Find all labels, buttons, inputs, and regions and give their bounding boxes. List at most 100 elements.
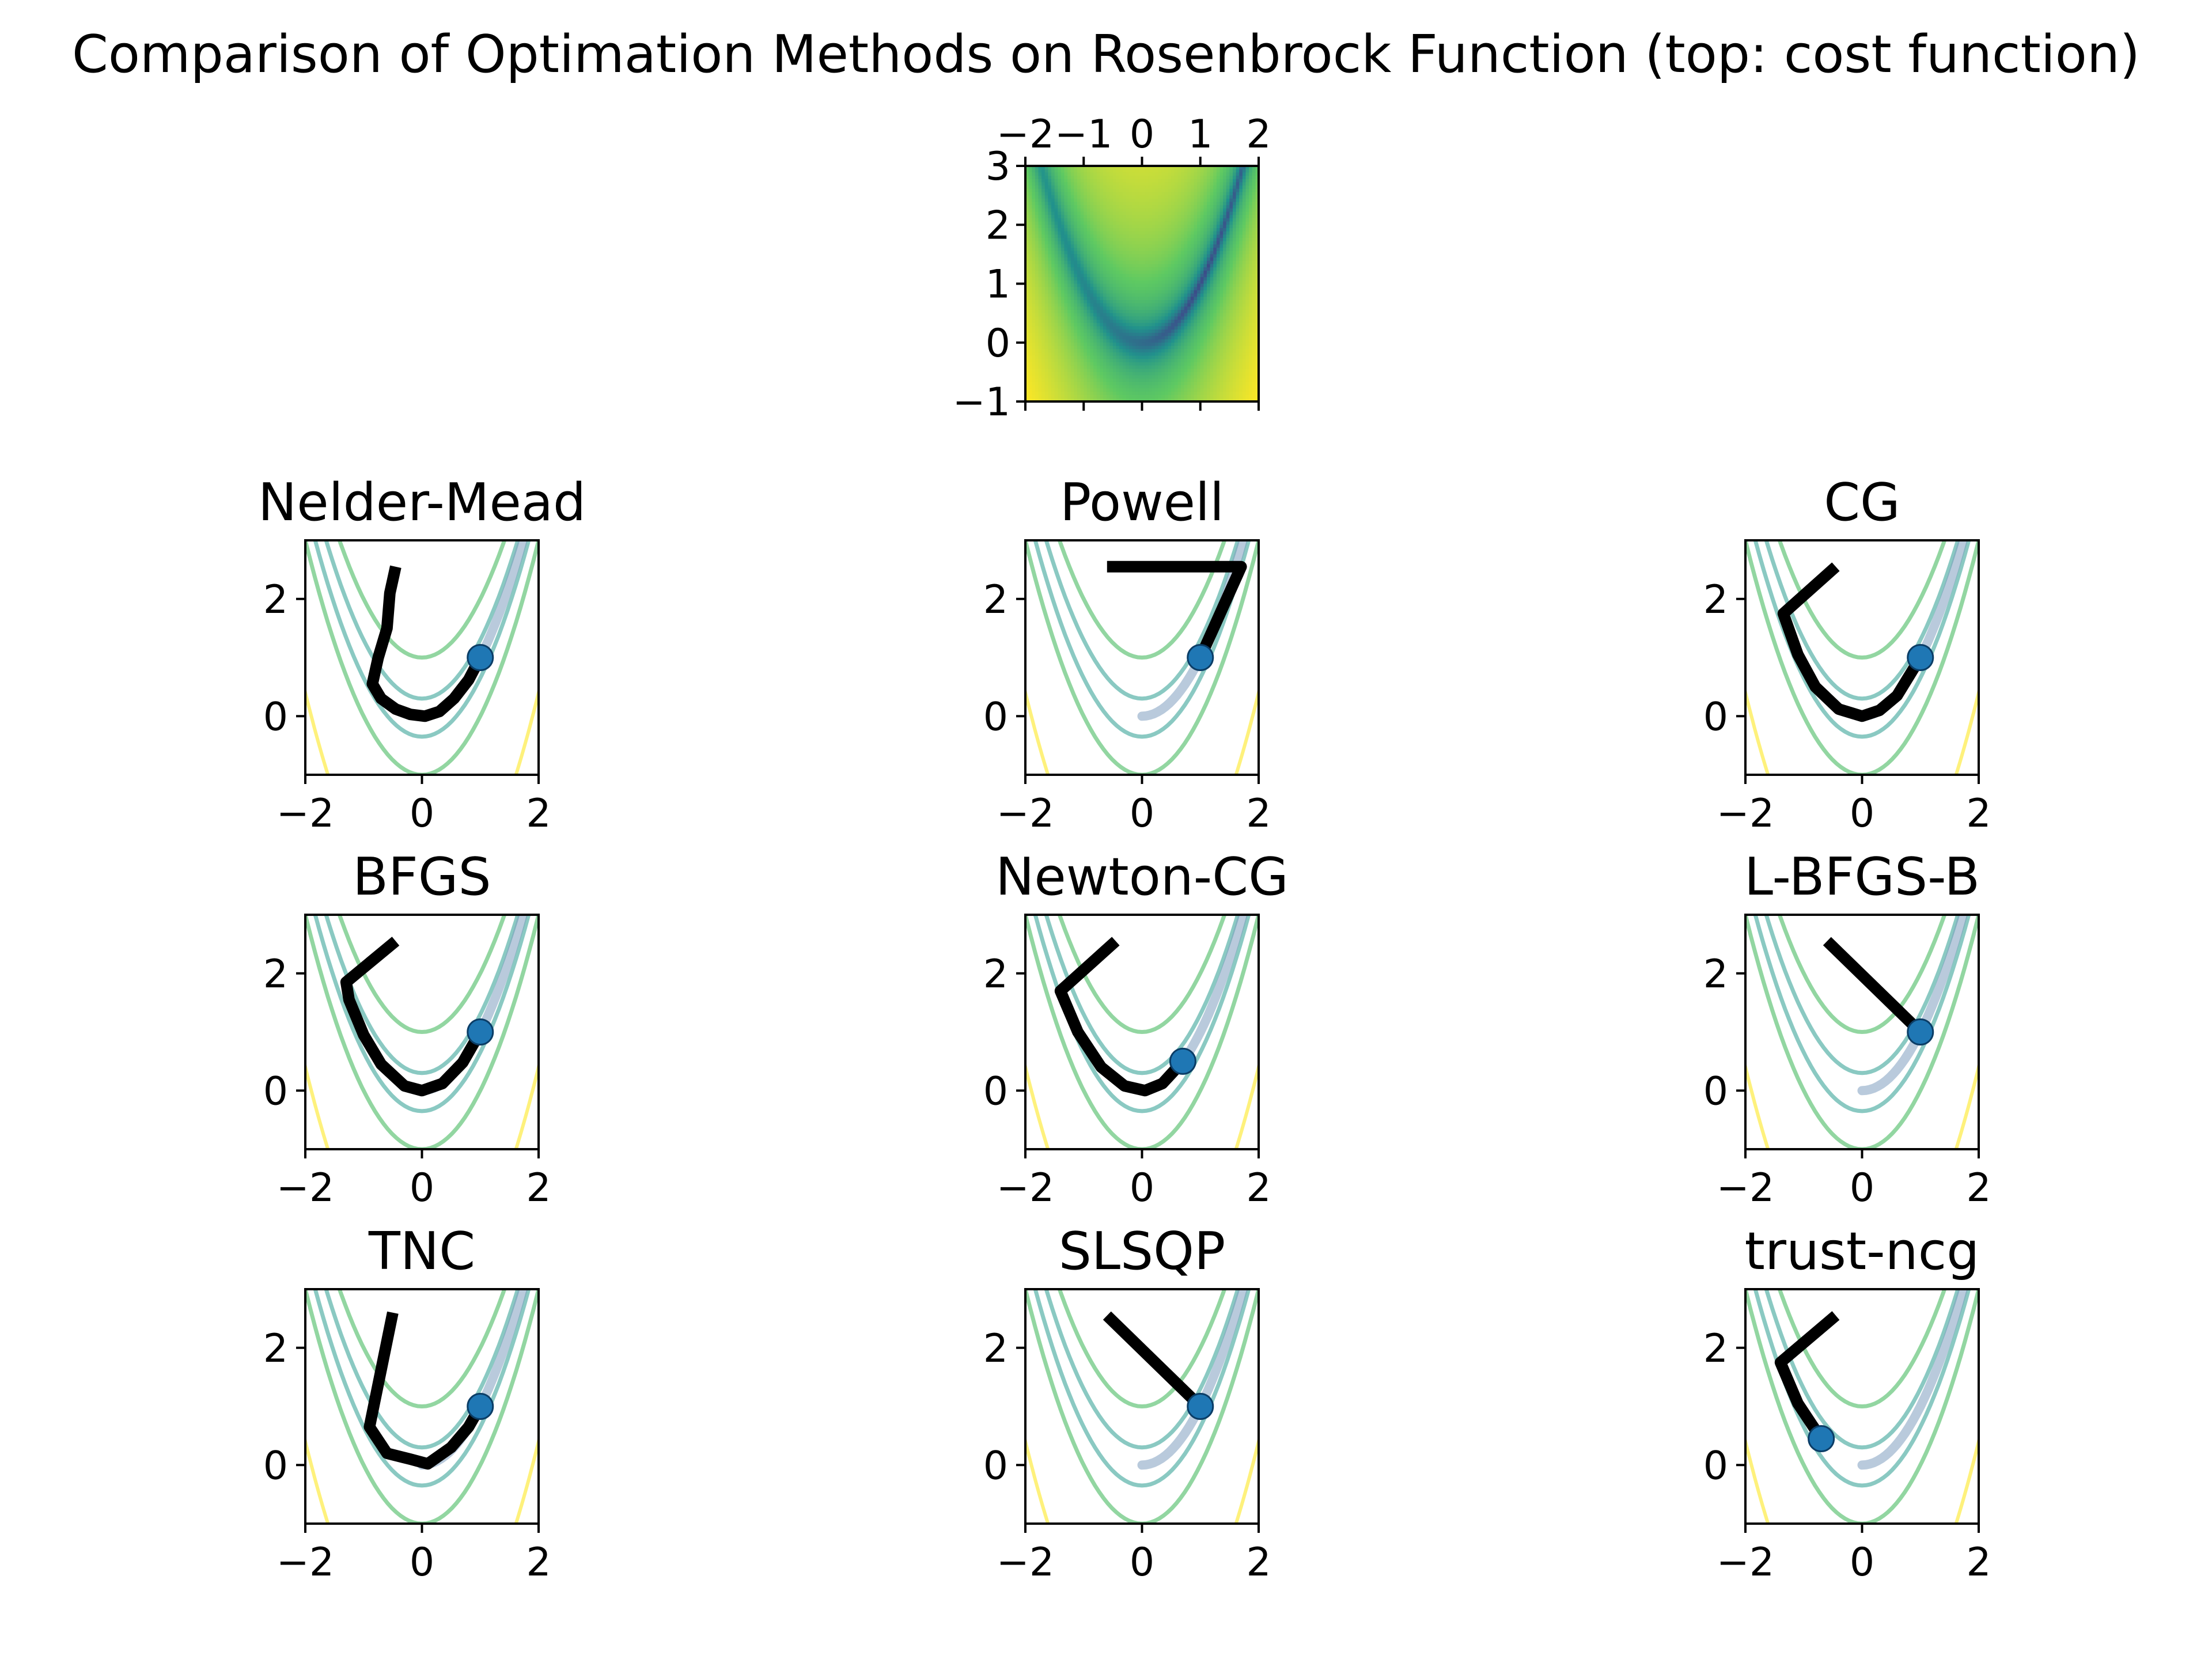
heatmap-cell: [1090, 283, 1094, 287]
heatmap-cell: [1103, 241, 1107, 245]
heatmap-cell: [1132, 303, 1137, 308]
heatmap-cell: [1242, 381, 1247, 386]
heatmap-cell: [1207, 211, 1211, 216]
heatmap-cell: [1168, 234, 1172, 238]
heatmap-cell: [1152, 280, 1156, 285]
heatmap-cell: [1181, 248, 1185, 252]
heatmap-cell: [1236, 192, 1240, 196]
heatmap-cell: [1236, 342, 1240, 347]
heatmap-cell: [1112, 237, 1117, 242]
heatmap-cell: [1255, 176, 1259, 180]
heatmap-cell: [1025, 270, 1029, 275]
heatmap-cell: [1200, 234, 1205, 238]
heatmap-cell: [1058, 293, 1062, 298]
heatmap-cell: [1084, 241, 1088, 245]
heatmap-cell: [1135, 297, 1139, 301]
heatmap-cell: [1203, 293, 1207, 298]
heatmap-cell: [1135, 329, 1139, 334]
heatmap-cell: [1122, 241, 1127, 245]
heatmap-cell: [1028, 385, 1033, 389]
heatmap-cell: [1112, 267, 1117, 271]
heatmap-cell: [1210, 198, 1214, 203]
heatmap-cell: [1210, 332, 1214, 337]
heatmap-cell: [1187, 326, 1191, 330]
heatmap-cell: [1226, 332, 1230, 337]
heatmap-cell: [1229, 215, 1233, 219]
heatmap-cell: [1203, 221, 1207, 226]
heatmap-cell: [1106, 231, 1111, 236]
heatmap-cell: [1171, 169, 1175, 173]
heatmap-cell: [1190, 300, 1195, 304]
heatmap-cell: [1223, 316, 1227, 320]
heatmap-cell: [1048, 257, 1052, 262]
heatmap-cell: [1112, 192, 1117, 196]
heatmap-cell: [1197, 365, 1201, 369]
heatmap-cell: [1216, 179, 1221, 183]
heatmap-cell: [1207, 359, 1211, 363]
heatmap-cell: [1207, 369, 1211, 373]
heatmap-cell: [1064, 319, 1068, 324]
heatmap-cell: [1058, 319, 1062, 324]
heatmap-cell: [1070, 264, 1075, 268]
heatmap-cell: [1142, 287, 1146, 291]
heatmap-cell: [1048, 346, 1052, 350]
heatmap-cell: [1239, 329, 1243, 334]
heatmap-cell: [1109, 297, 1113, 301]
heatmap-cell: [1145, 270, 1149, 275]
heatmap-cell: [1207, 231, 1211, 236]
heatmap-cell: [1168, 198, 1172, 203]
heatmap-cell: [1168, 237, 1172, 242]
heatmap-cell: [1041, 264, 1046, 268]
heatmap-cell: [1216, 388, 1221, 392]
heatmap-cell: [1168, 316, 1172, 320]
heatmap-cell: [1129, 260, 1133, 265]
heatmap-cell: [1242, 225, 1247, 229]
heatmap-cell: [1233, 323, 1237, 327]
heatmap-cell: [1181, 372, 1185, 376]
heatmap-cell: [1216, 352, 1221, 357]
heatmap-cell: [1077, 166, 1081, 170]
heatmap-cell: [1148, 176, 1153, 180]
heatmap-cell: [1255, 182, 1259, 186]
heatmap-cell: [1106, 264, 1111, 268]
heatmap-cell: [1106, 237, 1111, 242]
heatmap-cell: [1236, 303, 1240, 308]
heatmap-cell: [1112, 241, 1117, 245]
heatmap-cell: [1174, 297, 1179, 301]
heatmap-cell: [1084, 225, 1088, 229]
heatmap-cell: [1058, 316, 1062, 320]
heatmap-cell: [1077, 323, 1081, 327]
heatmap-cell: [1135, 185, 1139, 190]
heatmap-cell: [1035, 182, 1039, 186]
heatmap-cell: [1048, 300, 1052, 304]
heatmap-cell: [1174, 166, 1179, 170]
heatmap-cell: [1190, 372, 1195, 376]
heatmap-cell: [1255, 208, 1259, 213]
heatmap-cell: [1145, 215, 1149, 219]
heatmap-cell: [1249, 215, 1253, 219]
heatmap-cell: [1255, 313, 1259, 317]
heatmap-cell: [1093, 293, 1097, 298]
heatmap-cell: [1197, 228, 1201, 232]
heatmap-cell: [1190, 270, 1195, 275]
heatmap-cell: [1142, 326, 1146, 330]
heatmap-cell: [1077, 290, 1081, 294]
heatmap-cell: [1080, 264, 1085, 268]
heatmap-cell: [1233, 339, 1237, 343]
heatmap-cell: [1155, 234, 1159, 238]
heatmap-cell: [1070, 182, 1075, 186]
heatmap-cell: [1060, 274, 1065, 278]
heatmap-cell: [1187, 251, 1191, 255]
heatmap-cell: [1174, 202, 1179, 206]
heatmap-cell: [1213, 352, 1217, 357]
heatmap-cell: [1044, 221, 1049, 226]
heatmap-cell: [1200, 188, 1205, 193]
heatmap-cell: [1135, 369, 1139, 373]
heatmap-cell: [1164, 270, 1169, 275]
heatmap-cell: [1233, 297, 1237, 301]
heatmap-cell: [1148, 205, 1153, 209]
heatmap-cell: [1239, 202, 1243, 206]
heatmap-cell: [1142, 185, 1146, 190]
heatmap-cell: [1054, 225, 1059, 229]
heatmap-cell: [1103, 221, 1107, 226]
